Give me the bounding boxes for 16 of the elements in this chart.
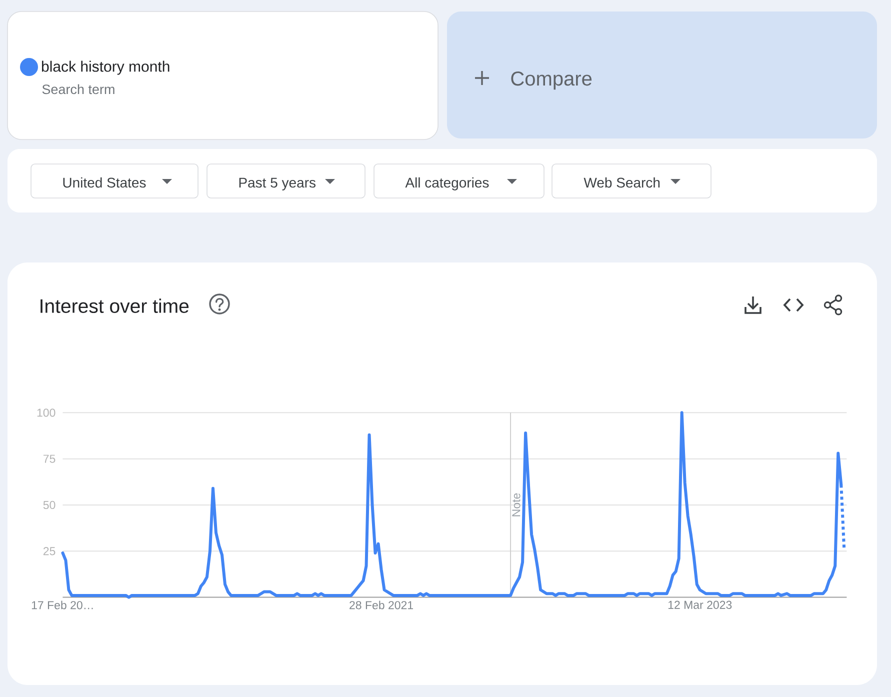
text: Web Search — [584, 177, 660, 188]
text: Compare — [511, 72, 592, 90]
ref-line-label: Note — [512, 493, 520, 516]
text: All categories — [405, 177, 489, 190]
x-tick-label: 12 Mar 2023 — [668, 600, 732, 609]
x-tick-label: 17 Feb 20… — [32, 600, 93, 610]
chart-title: Interest over time — [40, 298, 189, 313]
text: United States — [63, 177, 146, 188]
y-tick-label: 25 — [43, 547, 56, 556]
legend-label: black history month — [42, 60, 170, 75]
text: Search term — [42, 84, 114, 94]
x-tick-label: 28 Feb 2021 — [350, 600, 413, 610]
text: Past 5 years — [239, 178, 316, 190]
y-tick-label: 100 — [37, 408, 56, 417]
y-tick-label: 50 — [43, 500, 56, 510]
y-tick-label: 75 — [43, 454, 56, 463]
